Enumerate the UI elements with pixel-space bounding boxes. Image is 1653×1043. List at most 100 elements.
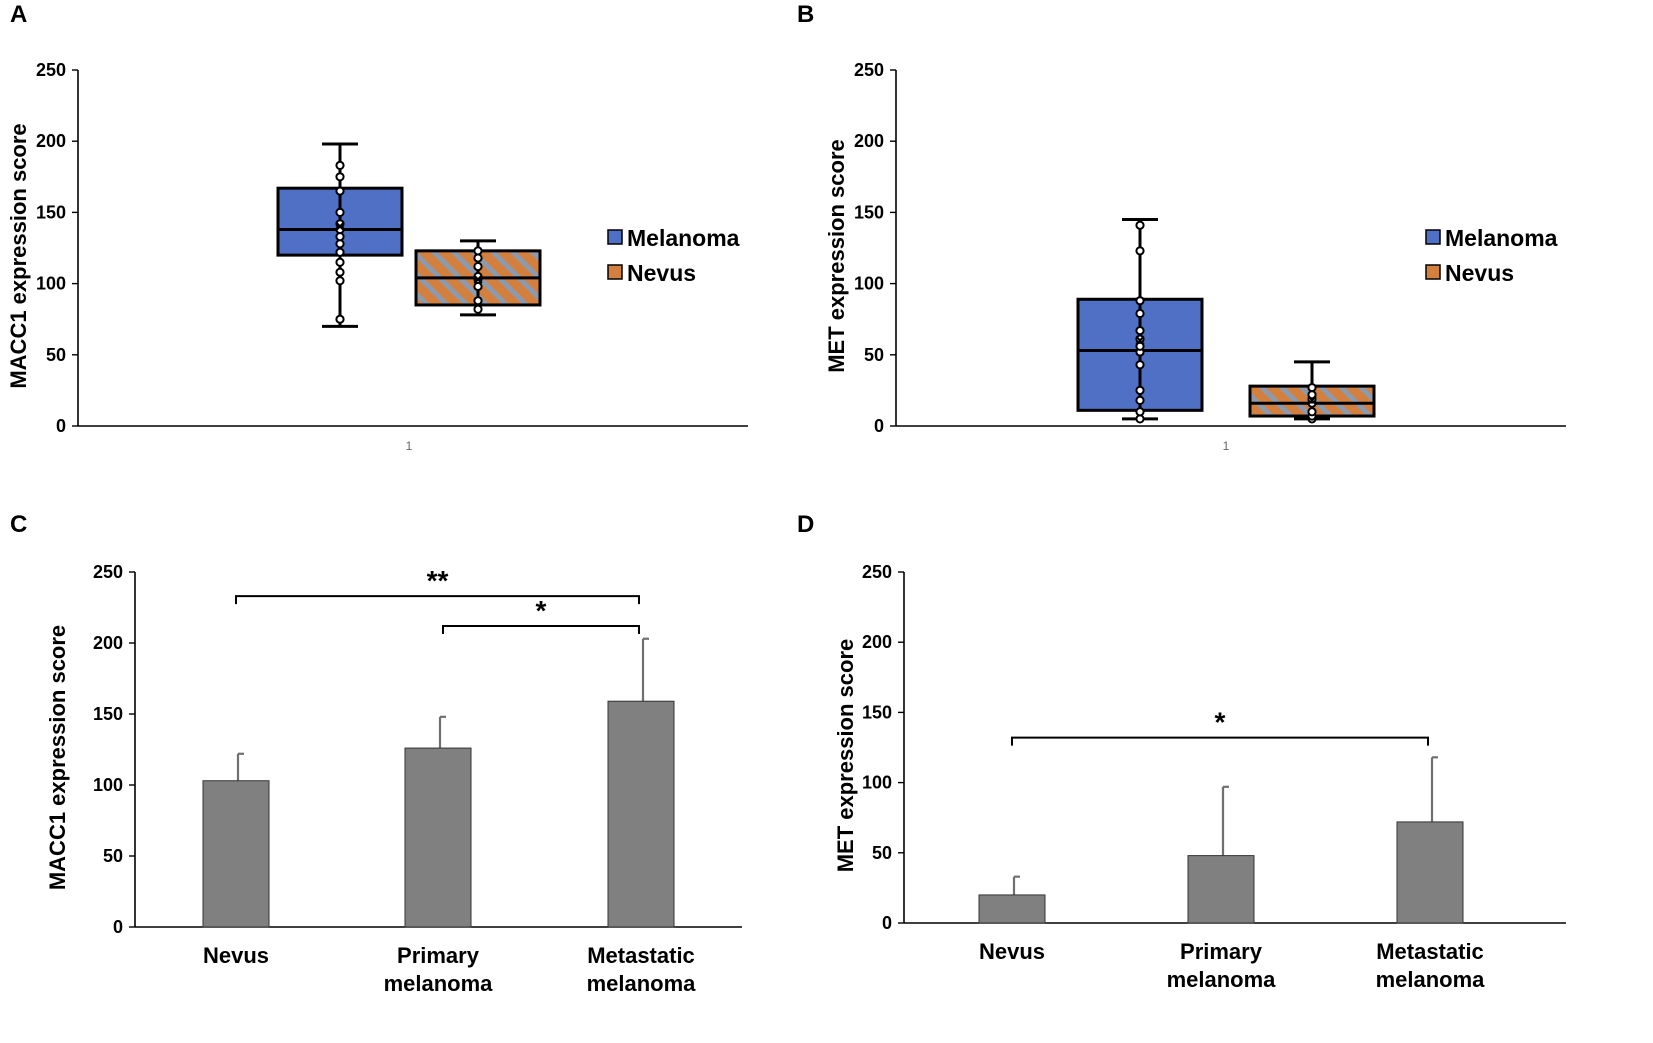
y-tick-label: 150 [36, 202, 66, 222]
y-tick-label: 0 [882, 913, 892, 933]
data-point [1135, 360, 1145, 370]
y-tick-label: 200 [93, 633, 123, 653]
panel-letter: C [10, 511, 27, 538]
y-tick-label: 100 [36, 274, 66, 294]
data-point [335, 314, 345, 324]
y-tick-label: 100 [862, 773, 892, 793]
legend-swatch-melanoma [1425, 229, 1441, 245]
y-tick-label: 150 [854, 202, 884, 222]
data-point [1135, 395, 1145, 405]
data-point [1307, 382, 1317, 393]
legend-label-melanoma: Melanoma [1445, 225, 1558, 251]
y-axis-title: MET expression score [833, 639, 858, 873]
x-category-label: melanoma [1376, 967, 1486, 992]
y-axis-title: MET expression score [824, 139, 849, 373]
x-category-label: Metastatic [1376, 939, 1484, 964]
y-tick-label: 100 [854, 274, 884, 294]
y-tick-label: 150 [93, 704, 123, 724]
legend-swatch-melanoma [607, 229, 623, 245]
bar [1187, 855, 1255, 924]
data-point [473, 271, 483, 282]
data-point [335, 219, 345, 229]
bar [607, 700, 675, 928]
data-point [1135, 308, 1145, 319]
panel-c: C 0 50 100 150 200 250 MACC1 expression score Ne… [10, 511, 742, 996]
data-point [335, 207, 345, 217]
y-tick-label: 200 [862, 632, 892, 652]
x-category-label: Primary [1180, 939, 1263, 964]
data-point [473, 261, 483, 272]
bar [978, 894, 1046, 924]
mean-marker: × [335, 217, 346, 237]
y-tick-label: 0 [56, 416, 66, 436]
data-point [1135, 325, 1145, 336]
x-category-label: Nevus [979, 939, 1045, 964]
panel-d: D 0 50 100 150 200 250 MET expression score Nevu… [797, 511, 1566, 992]
bar [404, 747, 472, 928]
data-point [1307, 407, 1317, 417]
x-category-label: Nevus [203, 943, 269, 968]
y-tick-label: 200 [36, 131, 66, 151]
y-tick-label: 150 [862, 702, 892, 722]
legend-swatch-nevus [607, 264, 623, 280]
x-category-label: 1 [406, 439, 413, 453]
data-point [1135, 385, 1145, 395]
y-axis-title: MACC1 expression score [45, 625, 70, 890]
x-category-label: melanoma [587, 971, 697, 996]
panel-letter: A [10, 1, 27, 28]
y-tick-label: 50 [46, 345, 66, 365]
significance-label: ** [427, 565, 449, 596]
data-point [473, 304, 483, 314]
data-point [1135, 296, 1145, 306]
panel-letter: B [797, 1, 814, 28]
data-point [335, 172, 345, 182]
y-tick-label: 250 [36, 60, 66, 80]
data-point [335, 267, 345, 277]
significance-label: * [1215, 707, 1226, 738]
significance-label: * [536, 595, 547, 626]
y-axis-title: MACC1 expression score [6, 123, 31, 388]
x-category-label: melanoma [384, 971, 494, 996]
data-point [1135, 334, 1145, 344]
x-category-label: 1 [1223, 439, 1230, 453]
y-tick-label: 200 [854, 131, 884, 151]
y-tick-label: 50 [103, 846, 123, 866]
x-category-label: Primary [397, 943, 480, 968]
data-point [335, 160, 345, 171]
data-point [335, 186, 345, 196]
y-tick-label: 250 [93, 562, 123, 582]
legend-label-nevus: Nevus [1445, 260, 1514, 286]
bar [1396, 821, 1464, 924]
legend-label-melanoma: Melanoma [627, 225, 740, 251]
panel-a: A 0 50 100 150 200 250 MACC1 expression score × ×… [6, 1, 748, 453]
data-point [335, 276, 345, 286]
data-point [335, 257, 345, 267]
y-tick-label: 50 [872, 843, 892, 863]
y-tick-label: 0 [874, 416, 884, 436]
mean-marker: × [1135, 331, 1146, 351]
y-tick-label: 250 [862, 562, 892, 582]
mean-marker: × [1307, 390, 1318, 410]
data-point [1135, 246, 1145, 256]
data-point [1135, 220, 1145, 230]
legend-swatch-nevus [1425, 264, 1441, 280]
mean-marker: × [473, 269, 484, 289]
bar [202, 780, 270, 928]
x-category-label: melanoma [1167, 967, 1277, 992]
data-point [335, 247, 345, 257]
data-point [473, 296, 483, 306]
y-tick-label: 250 [854, 60, 884, 80]
panel-letter: D [797, 511, 814, 538]
y-tick-label: 100 [93, 775, 123, 795]
significance-bracket [442, 624, 640, 634]
x-category-label: Metastatic [587, 943, 695, 968]
panel-b: B 0 50 100 150 200 250 MET expression score × × 1 M… [797, 1, 1566, 453]
data-point [1135, 407, 1145, 417]
legend-label-nevus: Nevus [627, 260, 696, 286]
y-tick-label: 50 [864, 345, 884, 365]
significance-bracket [235, 595, 640, 605]
data-point [473, 246, 483, 256]
significance-bracket [1011, 736, 1429, 746]
y-tick-label: 0 [113, 917, 123, 937]
